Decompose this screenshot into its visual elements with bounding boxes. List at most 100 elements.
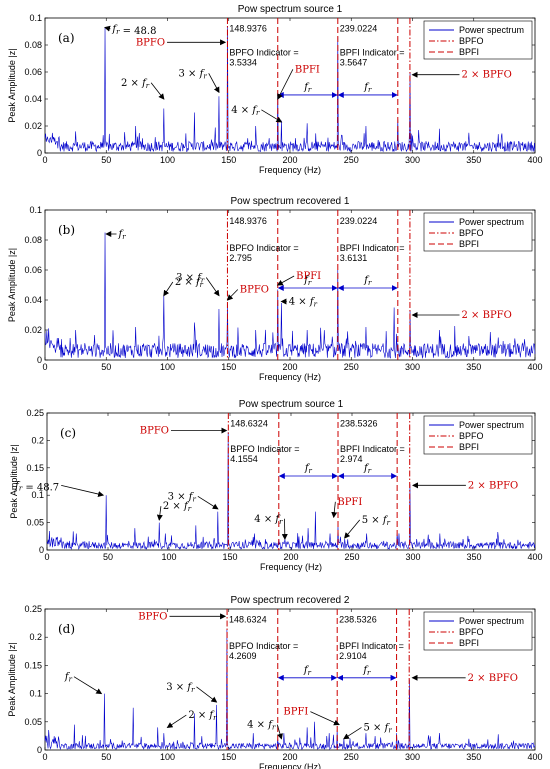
- y-tick-label: 0.15: [26, 463, 44, 473]
- annotation-label: BPFO: [136, 37, 165, 48]
- y-tick-label: 0: [37, 745, 42, 755]
- annotation-arrow: [196, 686, 218, 703]
- y-tick-label: 0.04: [24, 94, 42, 104]
- span-label: fr: [363, 82, 372, 94]
- annotation-arrow: [104, 25, 111, 32]
- annotation-label: 2 × fr: [188, 710, 217, 722]
- annotation-arrow: [73, 676, 103, 695]
- span-label: fr: [362, 665, 371, 677]
- legend-entry: BPFI: [459, 239, 479, 249]
- annotation-label: 2 × BPFO: [468, 673, 518, 684]
- annotation-label: 2 × BPFO: [462, 310, 512, 321]
- legend-box: [423, 20, 533, 60]
- annotation-arrow: [226, 289, 239, 301]
- x-tick-label: 300: [405, 362, 420, 372]
- legend-entry: BPFO: [459, 36, 484, 46]
- x-tick-label: 400: [527, 552, 542, 562]
- panel-label: (a): [58, 31, 75, 45]
- legend-entry: Power spectrum: [459, 25, 524, 35]
- x-tick-label: 50: [101, 155, 111, 165]
- x-axis-label: Frequency (Hz): [259, 372, 321, 382]
- panel-label: (c): [60, 426, 76, 440]
- legend-box: [423, 611, 533, 651]
- legend-box: [423, 415, 533, 455]
- annotation-arrow: [261, 109, 283, 123]
- y-tick-label: 0.2: [29, 632, 42, 642]
- x-tick-label: 300: [405, 552, 420, 562]
- y-tick-label: 0.1: [29, 689, 42, 699]
- x-tick-label: 50: [103, 552, 113, 562]
- y-tick-label: 0.05: [26, 518, 44, 528]
- annotation-label: 2 × BPFO: [468, 480, 518, 491]
- y-tick-label: 0.1: [29, 13, 42, 23]
- indicator-value: 2.795: [229, 253, 252, 263]
- legend-entry: BPFI: [459, 442, 479, 452]
- annotation-label: 4 × fr: [254, 514, 283, 526]
- indicator-value: 4.1554: [230, 454, 258, 464]
- x-tick-label: 300: [405, 155, 420, 165]
- annotation-arrow: [344, 519, 361, 539]
- panel-d: Pow spectrum recovered 2 0 50 100 150 200 250 3…: [7, 595, 543, 769]
- legend-box: [423, 212, 533, 252]
- indicator-label: BPFO Indicator =: [229, 243, 298, 253]
- x-tick-label: 150: [221, 155, 236, 165]
- x-tick-label: 350: [466, 155, 481, 165]
- indicator-label: BPFO Indicator =: [229, 48, 298, 58]
- legend-entry: BPFO: [459, 627, 484, 637]
- x-axis-label: Frequency (Hz): [260, 562, 322, 572]
- x-tick-label: 0: [42, 155, 47, 165]
- x-tick-label: 300: [405, 752, 420, 762]
- annotation-label: 3 × fr: [179, 68, 208, 80]
- annotation-arrow: [310, 711, 340, 726]
- legend-entry: BPFI: [459, 47, 479, 57]
- frequency-value-label: 239.0224: [340, 216, 378, 226]
- annotation-label: 5 × fr: [364, 722, 393, 734]
- annotation-label: BPFI: [283, 707, 308, 718]
- annotation-arrow: [197, 495, 219, 510]
- annotation-label: 4 × fr: [289, 297, 318, 309]
- chart-title: Pow spectrum source 1: [238, 4, 343, 15]
- indicator-label: BPFI Indicator =: [340, 444, 405, 454]
- x-tick-label: 0: [44, 552, 49, 562]
- panel-label: (d): [58, 622, 75, 636]
- y-tick-label: 0.15: [24, 660, 42, 670]
- annotation-arrow: [205, 277, 220, 297]
- x-tick-label: 0: [42, 362, 47, 372]
- legend-entry: Power spectrum: [459, 420, 524, 430]
- y-axis-label: Peak Amplitude |z|: [7, 248, 17, 322]
- indicator-label: BPFI Indicator =: [340, 243, 405, 253]
- power-spectrum-series: [44, 628, 536, 751]
- span-label: fr: [363, 463, 372, 475]
- x-tick-label: 50: [101, 362, 111, 372]
- x-tick-label: 200: [282, 752, 297, 762]
- legend-entry: BPFO: [459, 431, 484, 441]
- annotation-arrow: [277, 69, 294, 100]
- x-tick-label: 150: [221, 362, 236, 372]
- annotation-arrow: [166, 714, 187, 728]
- y-axis-label: Peak Amplitude |z|: [7, 642, 17, 716]
- annotation-arrow: [331, 501, 338, 519]
- span-label: fr: [363, 275, 372, 287]
- x-tick-label: 200: [283, 552, 298, 562]
- x-tick-label: 400: [527, 362, 542, 372]
- chart-title: Pow spectrum recovered 1: [231, 196, 350, 207]
- y-axis-label: Peak Amplitude |z|: [9, 444, 19, 518]
- x-tick-label: 200: [282, 362, 297, 372]
- chart-title: Pow spectrum source 1: [239, 399, 344, 410]
- annotation-label: 3 × fr: [168, 491, 197, 503]
- annotation-label: BPFO: [138, 611, 167, 622]
- annotation-label: 2 × fr: [121, 78, 150, 90]
- x-tick-label: 150: [221, 752, 236, 762]
- y-tick-label: 0: [37, 355, 42, 365]
- indicator-value: 2.9104: [339, 651, 367, 661]
- annotation-label: BPFI: [296, 271, 321, 282]
- annotation-label: 2 × fr: [175, 277, 204, 289]
- span-label: fr: [303, 82, 312, 94]
- annotation-label: fr = 48.8: [111, 24, 156, 37]
- annotation-label: 3 × fr: [166, 682, 195, 694]
- frequency-value-label: 148.6324: [229, 615, 267, 625]
- indicator-value: 3.5334: [229, 58, 257, 68]
- frequency-value-label: 239.0224: [340, 23, 378, 33]
